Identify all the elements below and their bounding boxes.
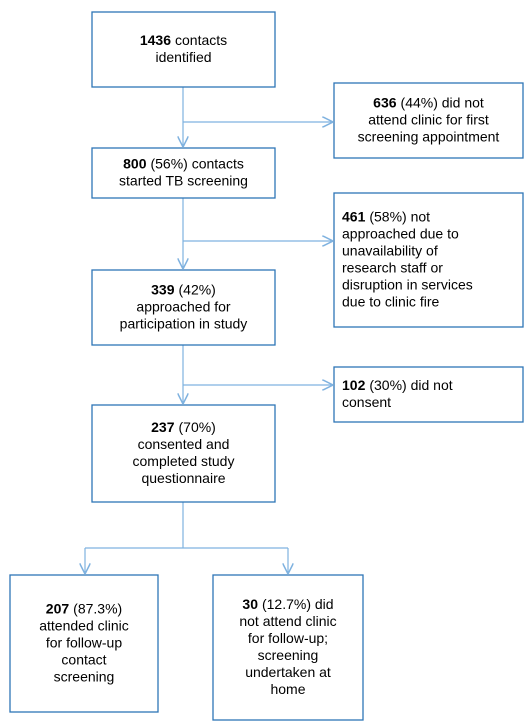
node-box [333,192,524,328]
node-box [212,574,364,721]
node-line: (12.7%) did [262,596,334,612]
node-number: 237 [151,419,175,435]
node-number: 207 [46,600,70,616]
node-number: 636 [373,94,397,110]
node-text: not attend clinic [239,613,336,629]
node-text: disruption in services [342,276,473,292]
node-text: 461 (58%) not [342,208,430,224]
node-line: attend clinic for first [368,111,489,127]
node-text: completed study [133,453,235,469]
edges [85,87,333,574]
node-text: attended clinic [39,617,129,633]
node-text: 800 (56%) contacts [123,155,244,171]
node-line: undertaken at [245,664,331,680]
node-text: started TB screening [119,172,248,188]
node-text: undertaken at [245,664,331,680]
node-number: 339 [151,281,175,297]
node-line: screening appointment [358,128,500,144]
node-line: approached for [136,298,231,314]
node-line: screening [54,668,115,684]
node-text: 237 (70%) [151,419,216,435]
node-text: attend clinic for first [368,111,489,127]
node-text: screening appointment [358,128,500,144]
node-text: 102 (30%) did not [342,377,453,393]
node-text: unavailability of [342,242,438,258]
node-text: research staff or [342,259,443,275]
node-line: disruption in services [342,276,473,292]
node-number: 800 [123,155,147,171]
node-box [91,404,276,503]
node-text: approached for [136,298,231,314]
node-line: screening [258,647,319,663]
node-text: 636 (44%) did not [373,94,484,110]
node-box [333,82,524,159]
node-line: (58%) not [369,208,430,224]
node-text: identified [155,49,211,65]
node-line: participation in study [120,315,248,331]
node-text: 1436 contacts [140,32,227,48]
node-line: contacts [175,32,227,48]
node-line: (30%) did not [369,377,452,393]
node-box [91,269,276,346]
node-text: screening [54,668,115,684]
node-line: consent [342,394,391,410]
node-box [91,11,276,88]
node-box [333,366,524,423]
node-text: consent [342,394,391,410]
node-text: participation in study [120,315,248,331]
node-line: (56%) contacts [150,155,243,171]
node-line: unavailability of [342,242,438,258]
node-text: home [270,681,305,697]
node-box [9,574,159,713]
node-line: due to clinic fire [342,293,439,309]
node-text: 339 (42%) [151,281,216,297]
node-box [91,147,276,199]
node-line: not attend clinic [239,613,336,629]
node-line: home [270,681,305,697]
node-number: 1436 [140,32,171,48]
node-line: questionnaire [141,470,225,486]
node-line: for follow-up; [248,630,328,646]
node-line: approached due to [342,225,459,241]
node-text: approached due to [342,225,459,241]
node-text: 30 (12.7%) did [242,596,333,612]
node-text: contact [61,651,106,667]
node-text: for follow-up [46,634,122,650]
node-text: 207 (87.3%) [46,600,122,616]
node-line: completed study [133,453,235,469]
node-text: due to clinic fire [342,293,439,309]
node-number: 461 [342,208,366,224]
node-line: (44%) did not [401,94,484,110]
node-line: attended clinic [39,617,129,633]
node-line: (70%) [179,419,216,435]
node-number: 102 [342,377,366,393]
node-text: for follow-up; [248,630,328,646]
node-line: identified [155,49,211,65]
node-line: contact [61,651,106,667]
node-line: consented and [138,436,230,452]
node-text: consented and [138,436,230,452]
node-text: screening [258,647,319,663]
node-line: (42%) [179,281,216,297]
node-line: research staff or [342,259,443,275]
node-line: started TB screening [119,172,248,188]
node-number: 30 [242,596,258,612]
node-line: for follow-up [46,634,122,650]
node-text: questionnaire [141,470,225,486]
node-line: (87.3%) [73,600,122,616]
